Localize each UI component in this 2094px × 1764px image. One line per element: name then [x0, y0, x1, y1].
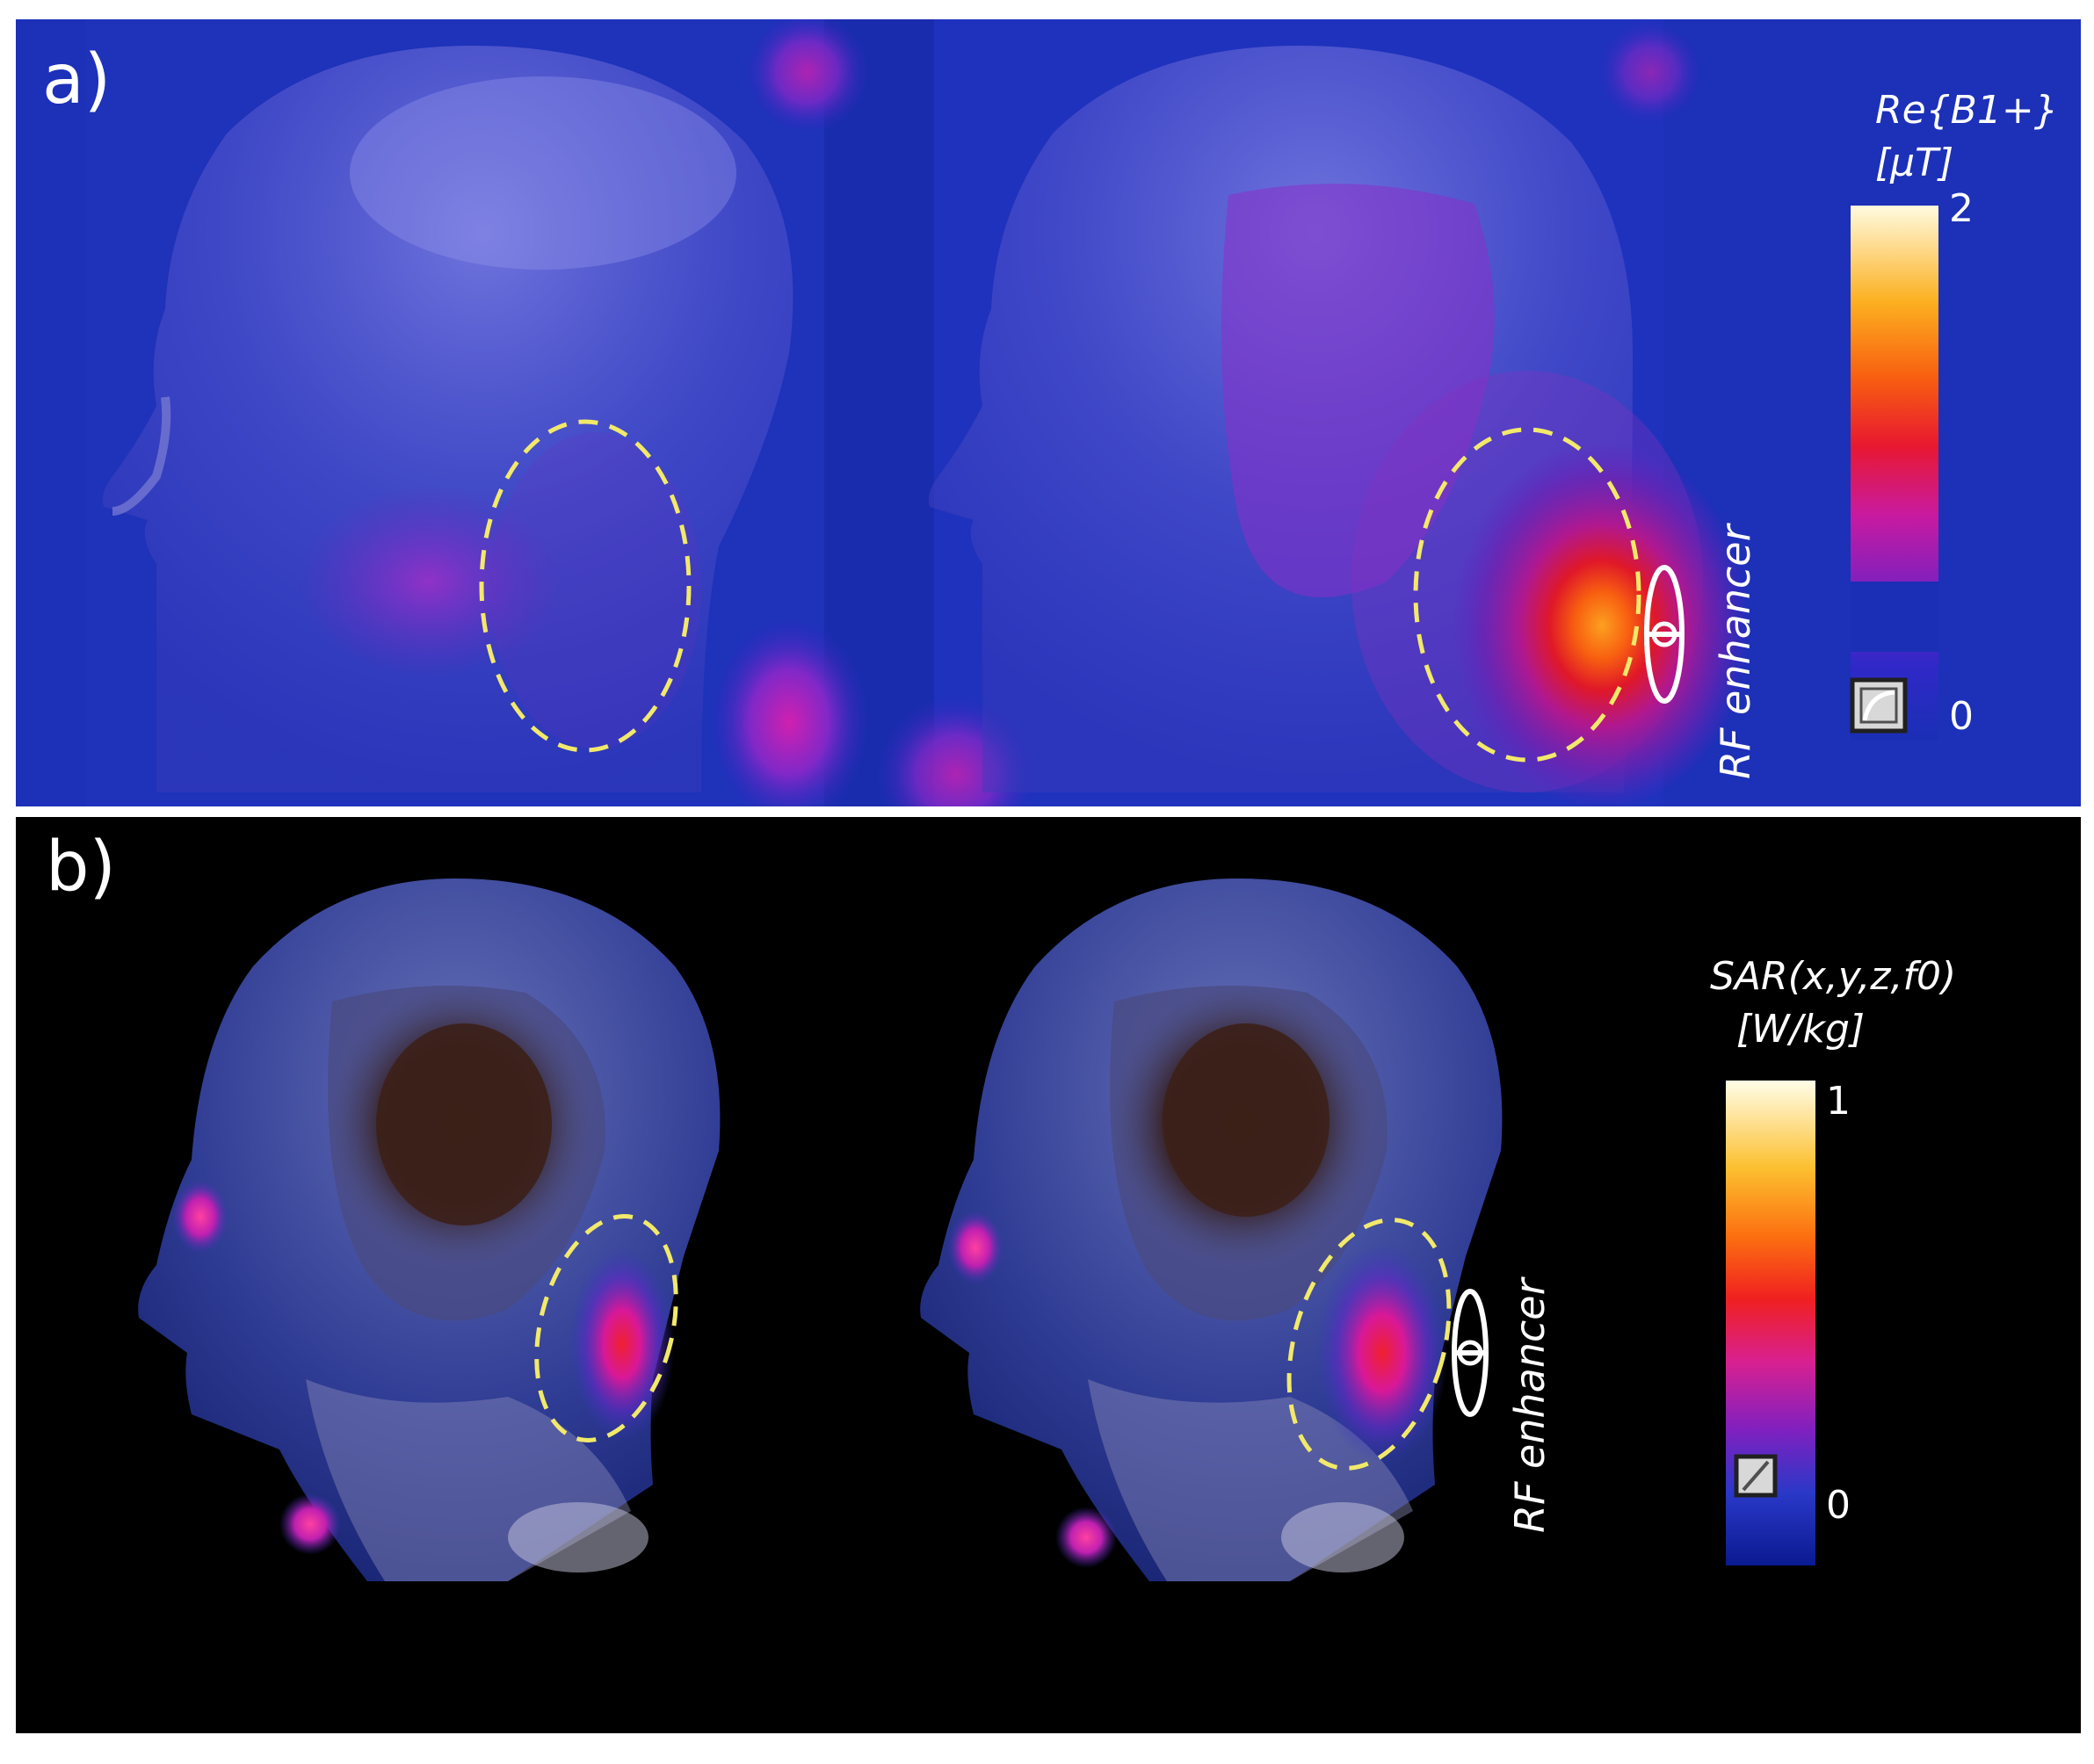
sar-roi-hotspot-right: [1316, 1243, 1448, 1463]
colorbar-a-min-tick: 0: [1949, 694, 1974, 739]
sar-hotspot: [1055, 1507, 1117, 1568]
field-lobe: [1598, 19, 1703, 125]
zoom-box-icon: [1850, 677, 1908, 734]
panel-a-figure: [16, 19, 2081, 806]
b1-hotspot-enhanced: [1453, 441, 1751, 806]
head-model-left: [102, 46, 793, 792]
sar-core-low: [376, 1023, 552, 1225]
b1-hotspot-faint: [297, 485, 561, 678]
panel-b-sar: b) SAR(x,y,z,f0) [W/kg] 1 0 RF enhancer: [16, 817, 2081, 1733]
roi-ellipse-b-right: [1286, 1218, 1452, 1471]
colorbar-b-unit: [W/kg]: [1736, 1007, 1866, 1052]
panel-b-label: b): [46, 828, 116, 907]
roi-ellipse-b-left: [534, 1214, 678, 1442]
colorbar-a-unit: [µT]: [1875, 141, 1954, 185]
colorbar-b-min-tick: 0: [1826, 1483, 1851, 1528]
rf-enhancer-icon: [1644, 565, 1685, 704]
sar-hotspot: [279, 1493, 341, 1555]
panel-b-figure: [16, 817, 2081, 1733]
field-lobe: [745, 19, 868, 134]
rf-enhancer-icon: [1452, 1289, 1489, 1417]
roi-ellipse-right: [1413, 427, 1641, 763]
sar-hotspot: [947, 1211, 1004, 1284]
colorbar-b-max-tick: 1: [1826, 1079, 1851, 1124]
colorbar-a-max-tick: 2: [1949, 186, 1974, 231]
rf-enhancer-label-b: RF enhancer: [1506, 1278, 1554, 1534]
roi-ellipse-left: [479, 419, 692, 753]
sar-head-left: [138, 878, 721, 1581]
rf-enhancer-label-a: RF enhancer: [1712, 524, 1759, 780]
panel-a-label: a): [42, 40, 112, 119]
sar-core-low: [1163, 1023, 1330, 1217]
colorbar-b-title: SAR(x,y,z,f0): [1710, 954, 1957, 999]
panel-a-b1-field: a) Re{B1+} [µT] 2 0 RF enhancer: [16, 19, 2081, 806]
sar-hotspot: [172, 1180, 228, 1254]
sar-head-right: [920, 878, 1503, 1581]
zoom-box-icon: [1734, 1454, 1778, 1498]
head-model-right: [928, 46, 1751, 806]
colorbar-a: [1851, 206, 1938, 740]
field-lobe: [710, 617, 868, 806]
sar-roi-hotspot-left: [569, 1247, 675, 1441]
colorbar-a-title: Re{B1+}: [1875, 88, 2059, 133]
